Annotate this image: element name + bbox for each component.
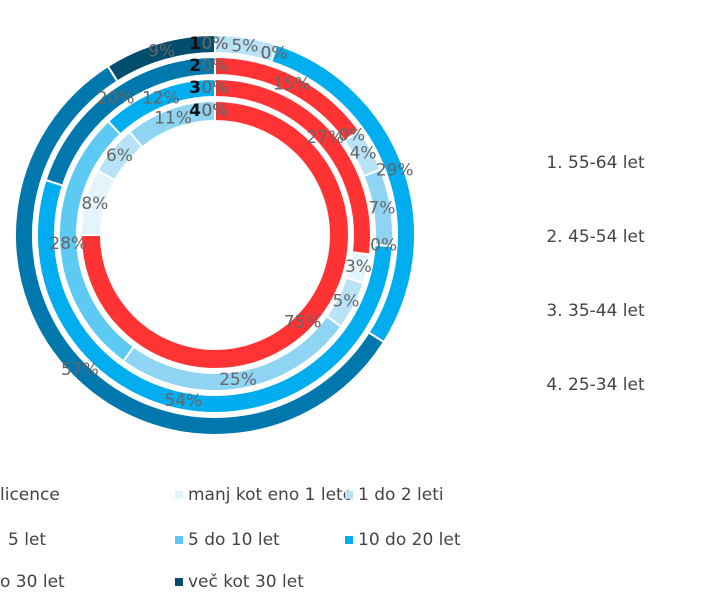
data-label: 3% bbox=[345, 257, 372, 277]
legend-label: 10 do 20 let bbox=[358, 530, 461, 550]
donut-segment bbox=[79, 99, 350, 370]
data-label: 0% bbox=[202, 78, 229, 98]
legend-swatch bbox=[175, 536, 183, 544]
data-label: 20% bbox=[97, 88, 135, 108]
legend-label: 5 let bbox=[8, 530, 46, 550]
legend-swatch bbox=[345, 536, 353, 544]
data-label: 0% bbox=[202, 34, 229, 54]
data-label: 25% bbox=[219, 370, 257, 390]
data-label: 6% bbox=[106, 146, 133, 166]
data-label: 0% bbox=[202, 34, 229, 54]
data-label: 29% bbox=[376, 160, 414, 180]
ring-number: 4 bbox=[189, 101, 201, 121]
ring-legend: 55-64 let45-54 let35-44 let25-34 let bbox=[540, 140, 645, 436]
donut-segment bbox=[128, 99, 216, 149]
legend-label: 5 do 10 let bbox=[188, 530, 280, 550]
legend-label: 1 do 2 leti bbox=[358, 485, 444, 505]
data-label: 0% bbox=[202, 101, 229, 121]
legend-swatch bbox=[345, 491, 353, 499]
data-label: 0% bbox=[202, 56, 229, 76]
data-label: 11% bbox=[154, 108, 192, 128]
data-label: 0% bbox=[202, 101, 229, 121]
data-label: 0% bbox=[202, 78, 229, 98]
data-label: 5% bbox=[231, 36, 258, 56]
data-label: 0% bbox=[370, 236, 397, 256]
data-label: 27% bbox=[306, 128, 344, 148]
ring-legend-item: 25-34 let bbox=[568, 362, 645, 436]
data-label: 75% bbox=[284, 313, 322, 333]
ring-legend-item: 55-64 let bbox=[568, 140, 645, 214]
donut-segment bbox=[106, 77, 216, 136]
data-label: 28% bbox=[49, 234, 87, 254]
ring-number: 1 bbox=[189, 34, 201, 54]
donut-segment bbox=[106, 33, 216, 83]
data-label: 0% bbox=[202, 101, 229, 121]
data-label: 0% bbox=[338, 126, 365, 146]
ring-number: 3 bbox=[189, 78, 201, 98]
legend-swatch bbox=[175, 578, 183, 586]
data-label: 15% bbox=[273, 74, 311, 94]
legend-swatch bbox=[175, 491, 183, 499]
donut-segment bbox=[44, 55, 216, 187]
data-label: 5% bbox=[332, 292, 359, 312]
legend-label: licence bbox=[0, 485, 60, 505]
legend-label: o 30 let bbox=[0, 572, 65, 592]
data-label: 57% bbox=[61, 360, 99, 380]
data-label: 7% bbox=[368, 199, 395, 219]
data-label: 0% bbox=[202, 101, 229, 121]
data-label: 8% bbox=[81, 194, 108, 214]
ring-number: 2 bbox=[189, 56, 201, 76]
data-label: 54% bbox=[164, 391, 202, 411]
ring-legend-item: 35-44 let bbox=[568, 288, 645, 362]
legend-label: manj kot eno 1 leto bbox=[188, 485, 353, 505]
data-label: 0% bbox=[261, 43, 288, 63]
data-label: 12% bbox=[142, 88, 180, 108]
data-label: 9% bbox=[148, 42, 175, 62]
data-label: 4% bbox=[350, 144, 377, 164]
data-label: 0% bbox=[261, 43, 288, 63]
legend-label: več kot 30 let bbox=[188, 572, 304, 592]
ring-legend-item: 45-54 let bbox=[568, 214, 645, 288]
